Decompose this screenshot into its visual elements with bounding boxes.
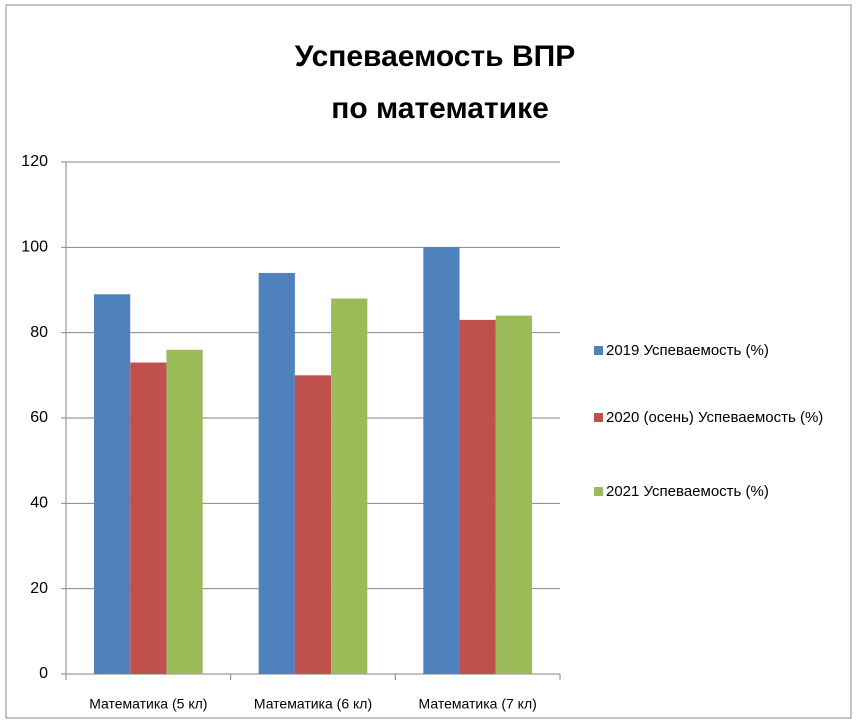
y-tick-label: 60 — [30, 409, 48, 426]
bar — [258, 272, 295, 674]
bar — [459, 319, 496, 674]
chart-title: по математике — [331, 92, 549, 125]
legend-swatch — [594, 346, 603, 355]
bar — [166, 349, 203, 674]
legend-label: 2021 Успеваемость (%) — [606, 483, 769, 500]
x-tick-label: Математика (7 кл) — [419, 696, 537, 712]
bar — [495, 315, 533, 674]
legend-item: 2020 (осень) Успеваемость (%) — [594, 407, 844, 429]
chart-title: Успеваемость ВПР — [295, 40, 575, 73]
bar — [331, 298, 368, 674]
y-tick-label: 40 — [30, 495, 48, 512]
bar — [130, 362, 167, 674]
legend-label: 2019 Успеваемость (%) — [606, 342, 769, 359]
y-tick-label: 20 — [30, 580, 48, 597]
x-tick-label: Математика (5 кл) — [89, 696, 207, 712]
y-tick-label: 0 — [39, 665, 48, 682]
legend-swatch — [594, 487, 603, 496]
legend-item: 2021 Успеваемость (%) — [594, 481, 844, 503]
y-tick-label: 120 — [21, 153, 48, 170]
legend-swatch — [594, 413, 603, 422]
bar — [93, 294, 131, 674]
legend-item: 2019 Успеваемость (%) — [594, 340, 844, 362]
y-tick-label: 80 — [30, 324, 48, 341]
x-tick-label: Математика (6 кл) — [254, 696, 372, 712]
bar — [423, 247, 460, 675]
y-tick-label: 100 — [21, 239, 48, 256]
legend-label: 2020 (осень) Успеваемость (%) — [606, 409, 824, 426]
bar — [294, 375, 332, 674]
